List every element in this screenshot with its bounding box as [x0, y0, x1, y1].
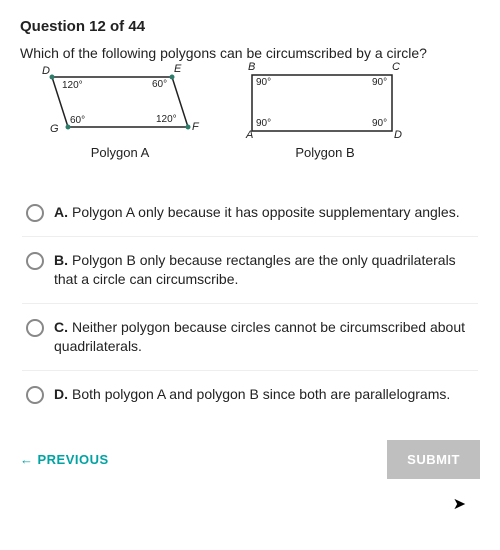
- footer-nav: ← PREVIOUS SUBMIT: [20, 440, 480, 479]
- angle-e: 60°: [152, 79, 167, 90]
- options-list: A.Polygon A only because it has opposite…: [20, 183, 480, 418]
- previous-button[interactable]: ← PREVIOUS: [20, 452, 109, 467]
- vertex-f: F: [192, 121, 199, 133]
- cursor-icon: ➤: [453, 494, 466, 514]
- question-number: Question 12 of 44: [20, 18, 480, 35]
- angle-d: 120°: [62, 80, 83, 91]
- polygon-a-figure: D E F G 120° 60° 120° 60° Polygon A: [30, 65, 210, 165]
- polygon-b-label: Polygon B: [240, 145, 410, 160]
- arrow-left-icon: ←: [20, 452, 34, 467]
- vertex-d2: D: [394, 129, 402, 141]
- radio-icon: [26, 386, 44, 404]
- vertex-d: D: [42, 65, 50, 77]
- angle-g: 60°: [70, 115, 85, 126]
- figures-row: D E F G 120° 60° 120° 60° Polygon A B C …: [30, 65, 480, 165]
- submit-button[interactable]: SUBMIT: [387, 440, 480, 479]
- vertex-g: G: [50, 123, 59, 135]
- polygon-a-label: Polygon A: [30, 145, 210, 160]
- vertex-c: C: [392, 61, 400, 73]
- angle-b: 90°: [256, 77, 271, 88]
- angle-a: 90°: [256, 118, 271, 129]
- polygon-b-figure: B C A D 90° 90° 90° 90° Polygon B: [240, 65, 410, 165]
- option-b[interactable]: B.Polygon B only because rectangles are …: [22, 236, 478, 303]
- vertex-b: B: [248, 61, 255, 73]
- angle-c: 90°: [372, 77, 387, 88]
- angle-f: 120°: [156, 114, 177, 125]
- vertex-a: A: [246, 129, 253, 141]
- option-c[interactable]: C.Neither polygon because circles cannot…: [22, 303, 478, 370]
- radio-icon: [26, 252, 44, 270]
- vertex-e: E: [174, 63, 181, 75]
- option-d[interactable]: D.Both polygon A and polygon B since bot…: [22, 370, 478, 418]
- option-text: D.Both polygon A and polygon B since bot…: [54, 385, 450, 404]
- option-a[interactable]: A.Polygon A only because it has opposite…: [22, 189, 478, 236]
- question-text: Which of the following polygons can be c…: [20, 45, 480, 61]
- option-text: A.Polygon A only because it has opposite…: [54, 203, 460, 222]
- option-text: B.Polygon B only because rectangles are …: [54, 251, 474, 289]
- previous-label: PREVIOUS: [38, 452, 109, 467]
- question-page: Question 12 of 44 Which of the following…: [0, 0, 500, 550]
- angle-d2: 90°: [372, 118, 387, 129]
- radio-icon: [26, 204, 44, 222]
- option-text: C.Neither polygon because circles cannot…: [54, 318, 474, 356]
- radio-icon: [26, 319, 44, 337]
